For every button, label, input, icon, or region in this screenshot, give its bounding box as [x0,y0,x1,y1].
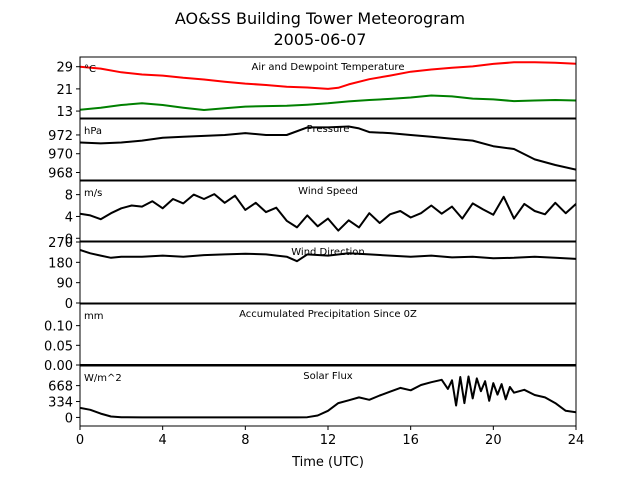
solar-ytick-label: 0 [65,411,73,426]
panel-wind_speed: 0 4 8 Wind Speed m/s [65,180,577,247]
wind_dir-ytick-label: 270 [48,236,73,251]
pressure-panel-title: Pressure [307,124,350,135]
xtick-label: 16 [402,433,419,448]
panel-pressure: 968 970 972 Pressure hPa [48,118,577,181]
wind_speed-ytick-label: 8 [65,189,73,204]
solar-ytick-label: 334 [48,396,73,411]
solar-panel-title: Solar Flux [303,371,353,382]
pressure-ytick-label: 970 [48,148,73,163]
solar-series-line-1 [80,375,576,419]
wind_dir-ytick-label: 90 [56,277,73,292]
temp-panel-title: Air and Dewpoint Temperature [252,62,405,73]
pressure-unit-label: hPa [84,126,102,137]
panel-wind_dir: 0 90 180 270 Wind Direction [48,236,577,312]
pressure-ytick-label: 968 [48,166,73,181]
xtick-label: 20 [485,433,502,448]
precip-axes-frame [79,303,577,366]
pressure-ytick-label: 972 [48,129,73,144]
precip-ytick-label: 0.10 [44,320,73,335]
panel-precip: 0.00 0.05 0.10 Accumulated Precipitation Si… [44,303,577,374]
wind_dir-axes-frame [79,241,577,304]
figure-title-line2: 2005-06-07 [274,30,367,49]
xtick-label: 24 [568,433,585,448]
figure-title-line1: AO&SS Building Tower Meteorogram [175,9,465,28]
wind_speed-series-group [80,193,576,232]
pressure-series-group [80,125,576,171]
pressure-series-line-1 [80,125,576,171]
temp-ytick-label: 21 [56,83,73,98]
xtick-label: 8 [241,433,249,448]
temp-axes-frame [79,56,577,119]
temp-series-group [80,61,576,111]
precip-ytick-label: 0.05 [44,339,73,354]
wind_speed-unit-label: m/s [84,188,102,199]
wind_speed-ytick-label: 0 [65,232,73,247]
solar-unit-label: W/m^2 [84,373,122,384]
xtick-label: 12 [320,433,337,448]
wind_dir-series-group [80,248,576,263]
temp-ytick-label: 13 [56,105,73,120]
wind_dir-ytick-label: 180 [48,256,73,271]
temp-ytick-label: 29 [56,61,73,76]
precip-ytick-label: 0.00 [44,359,73,374]
wind_dir-panel-title: Wind Direction [291,247,365,258]
x-axis-label: Time (UTC) [291,455,364,470]
wind_dir-ytick-label: 0 [65,297,73,312]
solar-series-group [80,375,576,419]
wind_dir-series-line-1 [80,248,576,263]
wind_speed-series-line-1 [80,193,576,232]
wind_speed-axes-frame [79,180,577,242]
pressure-axes-frame [79,118,577,181]
panel-temp: 13 21 29 Air and Dewpoint Temperature °C [56,56,577,120]
temp-series-line-1 [80,61,576,90]
temp-unit-label: °C [84,64,96,75]
precip-panel-title: Accumulated Precipitation Since 0Z [239,309,417,320]
wind_speed-ytick-label: 4 [65,210,73,225]
xtick-label: 4 [159,433,167,448]
precip-unit-label: mm [84,311,103,322]
xtick-label: 0 [76,433,84,448]
solar-ytick-label: 668 [48,380,73,395]
wind_speed-panel-title: Wind Speed [298,186,358,197]
x-axis: 0 4 8 12 16 20 24 [76,426,584,448]
temp-series-line-2 [80,94,576,111]
